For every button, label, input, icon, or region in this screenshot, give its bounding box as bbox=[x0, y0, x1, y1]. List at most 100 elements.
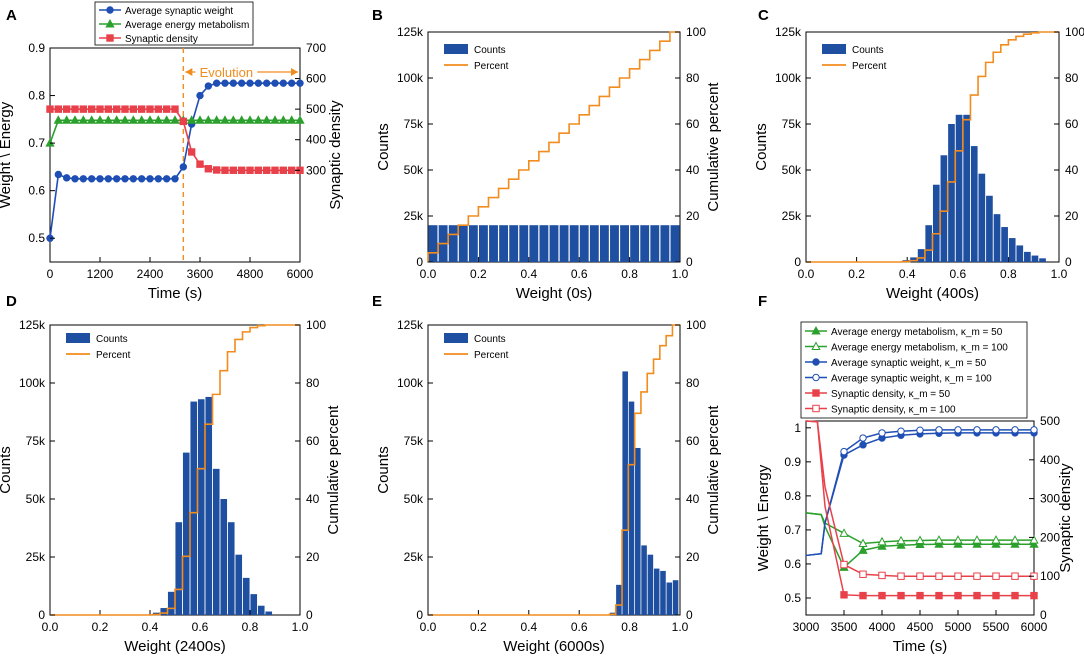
histogram-bar bbox=[640, 225, 650, 262]
legend-label: Synaptic density, κ_m = 50 bbox=[831, 389, 950, 400]
series-point bbox=[878, 571, 886, 580]
histogram-bar bbox=[653, 568, 660, 615]
series-point bbox=[171, 105, 179, 113]
legend-label: Synaptic density, κ_m = 100 bbox=[831, 405, 956, 416]
legend-marker bbox=[811, 325, 821, 335]
series-point bbox=[859, 570, 867, 578]
series-point bbox=[78, 115, 88, 124]
y-axis-title: Counts bbox=[0, 446, 14, 494]
y-tick-label: 0.5 bbox=[28, 231, 45, 245]
y-right-tick-label: 700 bbox=[306, 41, 326, 55]
histogram-bar bbox=[549, 225, 559, 262]
legend-percent-label: Percent bbox=[474, 350, 509, 361]
series-point bbox=[154, 105, 163, 113]
series-point bbox=[1011, 572, 1019, 580]
x-tick-label: 0.6 bbox=[192, 620, 209, 634]
legend-marker bbox=[812, 358, 820, 366]
panel-D: D0.0 0.2 0.4 0.6 0.8 1.0025k50k75k100k125k020… bbox=[0, 293, 342, 655]
series-point bbox=[96, 105, 104, 113]
y-tick-label: 25k bbox=[404, 209, 424, 223]
y-tick-label: 0.9 bbox=[784, 455, 801, 469]
y-axis-title: Weight \ Energy bbox=[755, 464, 772, 571]
series-line bbox=[805, 512, 1034, 569]
y-axis-title: Weight \ Energy bbox=[0, 101, 14, 208]
y-right-tick-label: 100 bbox=[306, 318, 326, 332]
histogram-bar bbox=[499, 225, 509, 262]
x-tick-label: 0.4 bbox=[520, 267, 537, 281]
y-tick-label: 125k bbox=[397, 318, 424, 332]
x-tick-label: 0.0 bbox=[420, 620, 437, 634]
y-right-axis-title: Cumulative percent bbox=[325, 405, 342, 535]
series-point bbox=[954, 426, 962, 434]
x-tick-label: 0.6 bbox=[571, 620, 588, 634]
histogram-bar bbox=[167, 591, 175, 615]
series-point bbox=[953, 539, 963, 548]
evolution-arrowhead-right bbox=[291, 68, 298, 76]
y-right-tick-label: 80 bbox=[686, 376, 700, 390]
legend-counts-label: Counts bbox=[852, 45, 884, 56]
x-axis-title: Weight (2400s) bbox=[124, 638, 225, 655]
series-point bbox=[287, 166, 296, 174]
histogram-bar bbox=[963, 114, 970, 262]
series-point bbox=[96, 175, 104, 183]
cumulative-percent-line bbox=[50, 324, 300, 616]
y-tick-label: 100k bbox=[775, 71, 802, 85]
histogram-bar bbox=[628, 401, 635, 615]
series-point bbox=[87, 105, 96, 113]
series-point bbox=[916, 572, 924, 580]
histogram-bar bbox=[265, 611, 273, 615]
series-point bbox=[112, 175, 121, 183]
y-right-tick-label: 60 bbox=[686, 434, 700, 448]
series-point bbox=[237, 115, 247, 124]
histogram-bar bbox=[630, 225, 640, 262]
histogram-bar bbox=[948, 124, 955, 262]
legend-label: Average synaptic weight, κ_m = 100 bbox=[831, 374, 992, 385]
y-tick-label: 25k bbox=[26, 550, 46, 564]
series-point bbox=[896, 540, 906, 549]
cumulative-percent-line bbox=[428, 324, 680, 616]
series-point bbox=[245, 115, 255, 124]
series-point bbox=[229, 79, 238, 87]
x-tick-label: 3000 bbox=[793, 620, 820, 634]
y-right-tick-label: 200 bbox=[1040, 530, 1060, 544]
series-point bbox=[62, 105, 71, 113]
y-right-tick-label: 60 bbox=[686, 117, 700, 131]
panel-letter: D bbox=[6, 293, 17, 310]
y-right-axis-title: Synaptic density bbox=[1057, 463, 1074, 573]
x-tick-label: 0.8 bbox=[242, 620, 259, 634]
x-tick-label: 0.2 bbox=[470, 620, 487, 634]
histogram-bar bbox=[589, 225, 599, 262]
series-point bbox=[112, 115, 122, 124]
series-point bbox=[935, 426, 943, 434]
y-tick-label: 0.7 bbox=[28, 136, 45, 150]
y-right-tick-label: 40 bbox=[686, 163, 700, 177]
y-right-tick-label: 0 bbox=[1065, 255, 1072, 269]
histogram-bar bbox=[227, 522, 235, 615]
histogram-bar bbox=[660, 570, 666, 615]
histogram-bar bbox=[1031, 255, 1039, 262]
series-point bbox=[1010, 535, 1020, 544]
y-right-tick-label: 400 bbox=[306, 133, 326, 147]
series-point bbox=[1010, 539, 1020, 548]
series-point bbox=[254, 166, 263, 174]
histogram-bar bbox=[559, 225, 569, 262]
plot-frame bbox=[805, 31, 1060, 263]
cumulative-percent-line bbox=[427, 31, 680, 262]
series-point bbox=[296, 79, 304, 87]
y-tick-label: 50k bbox=[782, 163, 802, 177]
histogram-bar bbox=[489, 225, 498, 262]
legend-counts-label: Counts bbox=[96, 334, 128, 345]
histogram-bar bbox=[932, 184, 940, 262]
series-point bbox=[953, 535, 963, 544]
histogram-bar bbox=[479, 225, 488, 262]
y-tick-label: 125k bbox=[397, 25, 424, 39]
x-tick-label: 5500 bbox=[983, 620, 1010, 634]
histogram-bar bbox=[539, 225, 549, 262]
y-right-axis-title: Synaptic density bbox=[327, 100, 344, 210]
series-point bbox=[87, 175, 96, 183]
series-point bbox=[916, 426, 924, 434]
series-point bbox=[840, 560, 848, 569]
x-tick-label: 1.0 bbox=[672, 267, 689, 281]
series-point bbox=[71, 105, 79, 113]
histogram-bar bbox=[910, 257, 917, 262]
